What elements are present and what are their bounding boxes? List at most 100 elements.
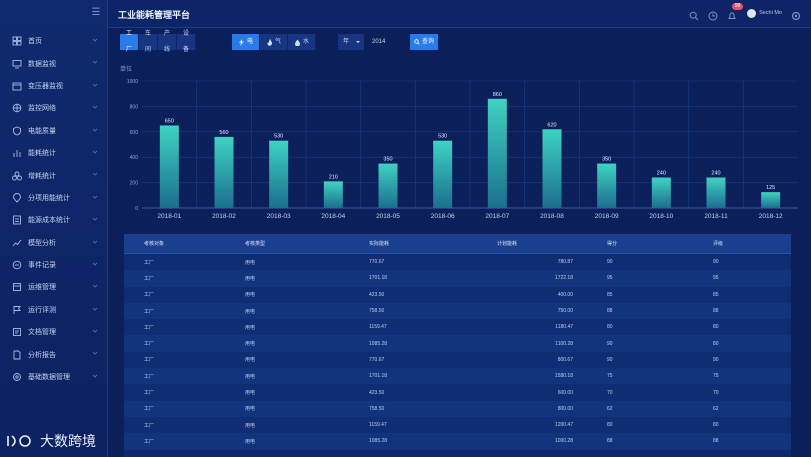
column-header[interactable]: 考核类型 <box>245 241 266 247</box>
table-cell: 1580.18 <box>554 373 573 380</box>
avatar[interactable] <box>747 8 757 18</box>
chevron-down-icon <box>92 328 98 334</box>
bar-2018-10[interactable] <box>651 177 671 208</box>
bar-2018-01[interactable] <box>159 125 179 208</box>
x-tick-label: 2018-08 <box>540 213 564 220</box>
sidebar-item-grid[interactable]: 首页 <box>0 30 108 52</box>
chevron-down-icon <box>92 171 98 177</box>
sidebar-item-network[interactable]: 监控网络 <box>0 97 108 119</box>
chevron-down-icon <box>92 373 98 379</box>
table-row[interactable]: 工厂 用电 770.67 780.87 90 90 <box>124 254 791 271</box>
sidebar-item-flag[interactable]: 运行评测 <box>0 299 108 321</box>
sidebar-item-cluster[interactable]: 增耗统计 <box>0 164 108 186</box>
sidebar-item-bar-chart[interactable]: 能耗统计 <box>0 142 108 164</box>
table-row[interactable]: 工厂 用电 1701.18 1722.18 95 95 <box>124 270 791 287</box>
bell-icon[interactable]: 99 <box>727 3 744 19</box>
username[interactable]: Sechi Mo <box>759 10 782 16</box>
bar-2018-12[interactable] <box>761 192 781 208</box>
sidebar-item-calendar[interactable]: 变压器监视 <box>0 75 108 97</box>
bar-2018-09[interactable] <box>597 163 617 208</box>
table-cell: 800.67 <box>557 356 573 363</box>
table-row[interactable]: 工厂 用电 758.50 750.00 88 88 <box>124 302 791 320</box>
table-row[interactable]: 工厂 用电 758.50 800.00 62 62 <box>124 400 791 417</box>
sidebar-item-report[interactable]: 分析报告 <box>0 343 108 365</box>
settings-icon[interactable] <box>791 8 801 21</box>
chevron-down-icon <box>92 350 98 356</box>
table-row[interactable]: 工厂 用电 1159.47 1200.47 80 80 <box>124 416 791 434</box>
table-cell: 758.50 <box>369 308 385 315</box>
table-row[interactable]: 工厂 用电 423.50 600.00 70 70 <box>124 384 791 401</box>
year-value[interactable]: 2014 <box>372 39 386 45</box>
column-header[interactable]: 评级 <box>713 241 724 247</box>
x-tick-label: 2018-07 <box>485 213 509 220</box>
bar-value-label: 530 <box>438 134 447 140</box>
search-icon[interactable] <box>689 8 699 21</box>
clock-icon[interactable] <box>708 8 718 21</box>
table-body: 工厂 用电 770.67 780.87 90 90 工厂 用电 1701.18 1722.18 95… <box>124 254 791 450</box>
table-cell: 423.50 <box>369 291 385 298</box>
bar-2018-08[interactable] <box>542 129 562 208</box>
menu-toggle-icon[interactable]: ☰ <box>91 7 101 18</box>
table-cell: 用电 <box>245 438 256 445</box>
scope-tab-2[interactable]: 产线 <box>158 31 178 53</box>
chevron-down-icon <box>92 37 98 43</box>
sidebar-item-event[interactable]: 事件记录 <box>0 254 108 276</box>
scope-tab-1[interactable]: 车间 <box>139 31 159 53</box>
bar-2018-02[interactable] <box>214 136 234 208</box>
table-row[interactable]: 工厂 用电 1701.18 1580.18 75 75 <box>124 368 791 385</box>
chevron-down-icon <box>92 261 98 267</box>
table-cell: 88 <box>607 308 613 315</box>
shield-icon <box>12 126 22 136</box>
energy-tab-1[interactable]: 气 <box>260 34 289 50</box>
sidebar-item-tool[interactable]: 运维管理 <box>0 276 108 298</box>
sidebar-item-pin[interactable]: 分项用能统计 <box>0 187 108 209</box>
table-cell: 90 <box>713 356 719 363</box>
column-header[interactable]: 考核对象 <box>144 241 165 247</box>
scope-tab-3[interactable]: 设备 <box>177 31 197 53</box>
bar-value-label: 530 <box>274 134 283 140</box>
sidebar-item-shield[interactable]: 电能质量 <box>0 120 108 142</box>
table-cell: 80 <box>607 422 613 429</box>
bar-value-label: 560 <box>219 130 228 136</box>
bar-2018-05[interactable] <box>378 163 398 208</box>
table-cell: 1159.47 <box>369 422 387 429</box>
table-cell: 1701.18 <box>369 275 388 282</box>
table-cell: 780.87 <box>557 259 573 266</box>
top-bar: 工业能耗管理平台 99 Sechi Mo <box>108 0 811 28</box>
column-header[interactable]: 计划能耗 <box>497 241 518 247</box>
table-row[interactable]: 工厂 用电 770.67 800.67 90 90 <box>124 351 791 369</box>
table-cell: 1100.28 <box>555 340 573 347</box>
table-cell: 90 <box>607 259 613 266</box>
table-cell: 用电 <box>245 341 256 348</box>
sidebar-item-doc[interactable]: 文档管理 <box>0 321 108 343</box>
sidebar-item-cost[interactable]: 能源成本统计 <box>0 209 108 231</box>
x-tick-label: 2018-11 <box>704 213 728 220</box>
table-cell: 400.00 <box>557 291 573 298</box>
doc-icon <box>12 327 22 337</box>
chevron-down-icon <box>92 104 98 110</box>
table-cell: 1000.28 <box>554 438 573 445</box>
flag-icon <box>12 305 22 315</box>
column-header[interactable]: 实际能耗 <box>369 241 390 247</box>
bar-2018-07[interactable] <box>487 98 507 208</box>
sidebar-item-monitor[interactable]: 数据监视 <box>0 52 108 74</box>
table-row[interactable]: 工厂 用电 423.50 400.00 85 85 <box>124 286 791 303</box>
table-row[interactable]: 工厂 用电 1159.47 1180.47 80 80 <box>124 319 791 336</box>
bar-2018-11[interactable] <box>706 177 726 208</box>
bar-2018-03[interactable] <box>269 140 289 208</box>
sidebar-item-settings[interactable]: 基础数据管理 <box>0 366 108 388</box>
sidebar-item-trend[interactable]: 模型分析 <box>0 232 108 254</box>
column-header[interactable]: 得分 <box>607 241 618 247</box>
table-cell: 工厂 <box>144 406 155 413</box>
query-button[interactable]: 查询 <box>410 34 438 50</box>
bar-2018-06[interactable] <box>433 140 453 208</box>
scope-tab-0[interactable]: 工厂 <box>120 31 140 53</box>
sidebar-item-label: 监控网络 <box>28 105 56 113</box>
energy-tab-0[interactable]: 电 <box>232 34 261 50</box>
energy-tab-2[interactable]: 水 <box>288 34 317 50</box>
bar-2018-04[interactable] <box>323 181 343 208</box>
grid-icon <box>12 36 22 46</box>
table-row[interactable]: 工厂 用电 1085.28 1100.28 90 80 <box>124 335 791 352</box>
table-row[interactable]: 工厂 用电 1085.28 1000.28 88 88 <box>124 433 791 450</box>
period-select[interactable]: 年 <box>338 34 364 50</box>
